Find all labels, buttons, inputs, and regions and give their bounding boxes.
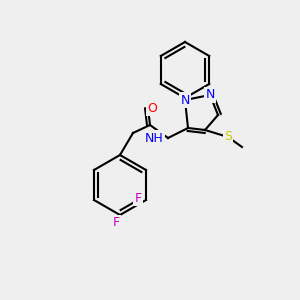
Text: NH: NH (145, 131, 164, 145)
Text: F: F (134, 191, 142, 205)
Text: F: F (112, 217, 120, 230)
Text: S: S (224, 130, 232, 143)
Text: N: N (180, 94, 190, 106)
Text: N: N (205, 88, 215, 101)
Text: O: O (147, 101, 157, 115)
